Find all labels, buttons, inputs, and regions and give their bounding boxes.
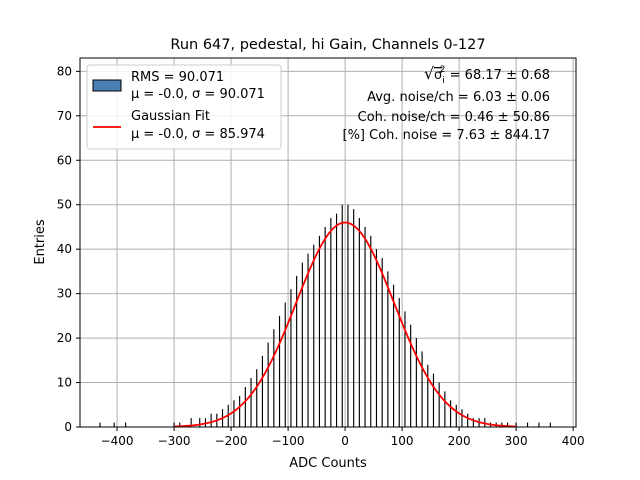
chart-title: Run 647, pedestal, hi Gain, Channels 0-1… [170, 37, 485, 53]
histogram-bar [190, 418, 192, 427]
histogram-bar [549, 422, 551, 427]
legend: RMS = 90.071 μ = -0.0, σ = 90.071 Gaussi… [86, 64, 282, 150]
histogram-bar [233, 400, 235, 427]
x-tick-label: 100 [391, 434, 414, 448]
x-tick-label: −300 [158, 434, 191, 448]
x-tick-label: 300 [505, 434, 528, 448]
y-tick-label: 50 [57, 198, 72, 212]
x-tick-label: 0 [341, 434, 349, 448]
x-axis-label: ADC Counts [289, 456, 367, 471]
histogram-bar [99, 422, 101, 427]
plot-frame [79, 57, 577, 428]
y-tick-label: 0 [64, 420, 72, 434]
histogram-bar [290, 289, 292, 427]
y-tick-label: 60 [57, 153, 72, 167]
y-tick-label: 40 [57, 242, 72, 256]
histogram-bar [335, 213, 338, 427]
x-axis-ticks: −400 −300 −200 −100 0 100 200 300 400 [101, 427, 585, 448]
histogram-bar [392, 284, 395, 427]
annotation-coh-noise: Coh. noise/ch = 0.46 ± 50.86 [358, 110, 550, 125]
histogram-bar [261, 355, 264, 427]
histogram-bar [284, 302, 286, 427]
histogram-bar [256, 369, 258, 427]
histogram-bar [250, 378, 252, 427]
histogram-bar [341, 204, 343, 427]
histogram-bar [347, 204, 349, 427]
stats-annotations: √σi2 = 68.17 ± 0.68 Avg. noise/ch = 6.03… [343, 64, 551, 143]
histogram-bar [125, 422, 127, 427]
histogram-bars [99, 204, 551, 427]
histogram-bar [472, 418, 474, 427]
x-tick-label: −200 [215, 434, 248, 448]
y-tick-label: 80 [57, 64, 72, 78]
legend-histogram-label: RMS = 90.071 [131, 70, 224, 85]
histogram-bar [210, 413, 212, 427]
histogram-bar [398, 298, 400, 427]
histogram-bar [296, 275, 298, 427]
histogram-bar [307, 253, 309, 427]
histogram-bar [507, 422, 509, 427]
histogram-bar [501, 422, 503, 427]
histogram-bar [179, 422, 181, 427]
legend-fit-label: Gaussian Fit [131, 109, 210, 124]
histogram-bar [267, 342, 269, 427]
histogram-bar [515, 422, 517, 427]
legend-fit-stats: μ = -0.0, σ = 85.974 [131, 127, 265, 142]
histogram-bar [526, 422, 529, 427]
histogram-bar [444, 391, 446, 427]
histogram-bar [273, 329, 275, 427]
histogram-bar [301, 262, 303, 427]
histogram-bar [239, 395, 241, 427]
histogram-bar [199, 418, 201, 427]
histogram-bar [375, 249, 378, 427]
histogram-bar [421, 351, 423, 427]
histogram-bar [387, 271, 389, 427]
histogram-bar [467, 413, 469, 427]
x-tick-label: 200 [448, 434, 471, 448]
histogram-bar [364, 226, 366, 427]
legend-histogram-patch [92, 79, 122, 92]
histogram-bar [173, 422, 175, 427]
y-axis-label: Entries [33, 219, 48, 265]
histogram-bar [432, 373, 435, 427]
histogram-bar [381, 258, 383, 427]
histogram-bar [450, 400, 452, 427]
histogram-bar [113, 422, 115, 427]
x-tick-label: 400 [562, 434, 585, 448]
x-tick-label: −100 [272, 434, 305, 448]
histogram-bar [244, 386, 246, 427]
histogram-bar [358, 218, 360, 427]
legend-box [86, 64, 282, 150]
annotation-coh-noise-percent: [%] Coh. noise = 7.63 ± 844.17 [343, 128, 551, 143]
y-tick-label: 10 [57, 376, 72, 390]
y-axis-ticks: 0 10 20 30 40 50 60 70 80 [57, 64, 80, 434]
x-tick-label: −400 [101, 434, 134, 448]
gaussian-fit-curve [174, 221, 517, 428]
histogram-bar [410, 324, 412, 427]
histogram-bar [538, 422, 540, 427]
y-tick-label: 30 [57, 287, 72, 301]
histogram-bar [404, 311, 406, 427]
legend-histogram-stats: μ = -0.0, σ = 90.071 [131, 87, 265, 102]
histogram-bar [330, 218, 332, 427]
histogram-bar [415, 338, 417, 427]
grid-lines [80, 58, 576, 428]
annotation-avg-noise: Avg. noise/ch = 6.03 ± 0.06 [367, 90, 550, 105]
histogram-bar [370, 235, 372, 427]
histogram-bar [438, 382, 440, 427]
annotation-sigma: √σi2 = 68.17 ± 0.68 [424, 64, 550, 86]
histogram-bar [427, 364, 429, 427]
y-tick-label: 70 [57, 109, 72, 123]
histogram-bar [353, 209, 355, 427]
y-tick-label: 20 [57, 331, 72, 345]
histogram-bar [455, 404, 457, 427]
histogram-bar [318, 235, 321, 427]
histogram-bar [278, 315, 281, 427]
histogram-bar [313, 244, 315, 427]
histogram-bar [461, 409, 463, 427]
histogram-bar [324, 226, 326, 427]
